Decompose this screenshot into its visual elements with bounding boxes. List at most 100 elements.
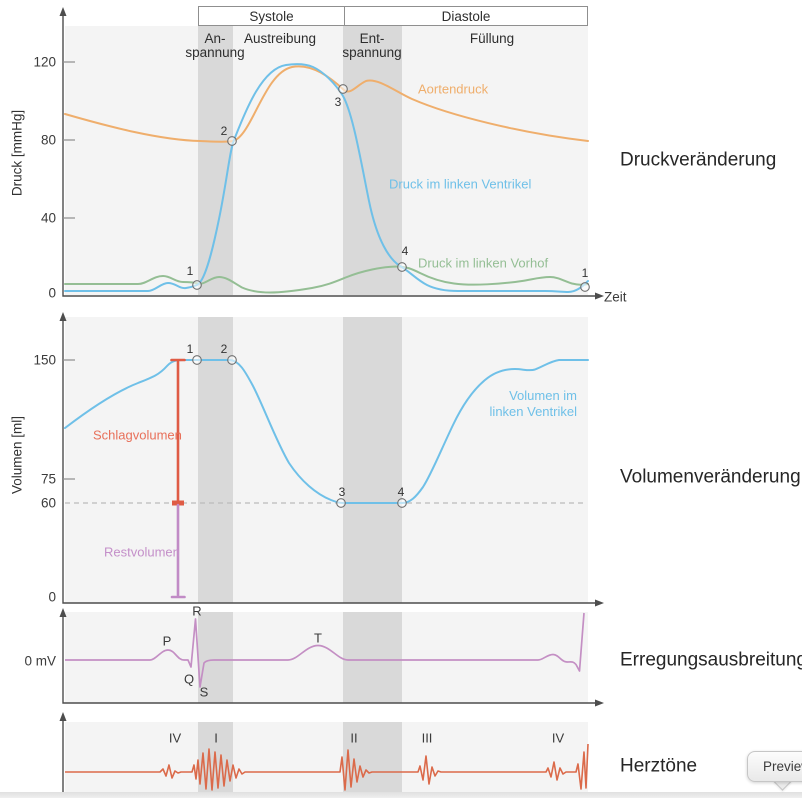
entspannung-band-ecg [343, 612, 402, 703]
tone-iv-label: IV [168, 730, 182, 746]
volume-marker-4: 4 [397, 485, 405, 499]
pressure-marker-2: 2 [220, 124, 228, 138]
ventricular-volume-curve-label: Volumen im linken Ventrikel [490, 388, 577, 420]
sounds-y-arrow [59, 712, 67, 721]
entspannung-band-pressure [343, 26, 402, 295]
volume-marker-3: 3 [338, 485, 346, 499]
volume-ytick-75: 75 [40, 471, 56, 487]
pressure-ytick-80: 80 [40, 132, 56, 148]
anspannung-band-pressure [198, 26, 233, 295]
pressure-marker-1: 1 [186, 264, 194, 278]
pressure-point-2-circle [227, 136, 237, 146]
phase-anspannung-line2: spannung [185, 45, 245, 60]
phase-entspannung: Ent- spannung [342, 32, 401, 60]
diastole-header-box: Diastole [344, 6, 588, 26]
pressure-point-1-circle [192, 280, 202, 290]
tone-iv2-label: IV [551, 730, 565, 746]
axes [62, 14, 596, 794]
volume-plot-background [65, 317, 588, 603]
y-tick-marks [63, 61, 75, 480]
volume-x-arrow [595, 599, 604, 607]
ecg-axes [62, 615, 596, 704]
axis-arrowheads [59, 7, 604, 721]
volume-curve-label-line2: linken Ventrikel [489, 404, 577, 419]
pressure-ytick-40: 40 [40, 210, 56, 226]
ecg-panel-title: Erregungsausbreitung [620, 649, 802, 671]
time-axis-label: Zeit [604, 289, 627, 305]
pressure-ytick-120: 120 [33, 54, 56, 70]
pressure-ytick-0: 0 [48, 285, 56, 301]
entspannung-band-volume [343, 317, 402, 603]
ventricular-pressure-curve [64, 63, 589, 294]
phase-bands [198, 26, 402, 792]
volume-ytick-150: 150 [33, 352, 56, 368]
sounds-plot-background [65, 722, 588, 792]
heart-sounds-curve [65, 743, 589, 791]
phase-entspannung-line2: spannung [342, 45, 402, 60]
tone-iii-label: III [421, 730, 433, 746]
stroke-volume-label: Schlagvolumen [93, 427, 182, 443]
ecg-q-wave-label: Q [183, 671, 195, 687]
volume-point-1-circle [192, 355, 202, 365]
aortic-pressure-curve [64, 65, 589, 143]
anspannung-band-volume [198, 317, 233, 603]
pressure-plot-background [65, 26, 588, 295]
tone-ii-label: II [350, 730, 358, 746]
ecg-t-wave-label: T [314, 630, 322, 646]
numbered-point-circles [192, 84, 590, 508]
atrial-pressure-curve [64, 265, 589, 294]
ecg-baseline-label: 0 mV [24, 653, 56, 669]
ecg-x-arrow [595, 699, 604, 707]
preview-button-label: Preview [763, 759, 802, 774]
volume-point-3-circle [336, 498, 346, 508]
volume-point-2-circle [227, 355, 237, 365]
preview-button[interactable]: Preview [747, 751, 802, 782]
volume-panel-title: Volumenveränderung [620, 466, 801, 488]
phase-entspannung-line1: Ent- [359, 31, 385, 46]
phase-austreibung-line1: Austreibung [243, 31, 317, 46]
pressure-axes [62, 14, 596, 297]
diastole-label: Diastole [441, 8, 491, 24]
ecg-plot-background [65, 612, 588, 703]
ecg-p-wave-label: P [162, 633, 172, 649]
volume-y-arrow [59, 312, 67, 321]
volume-point-4-circle [397, 498, 407, 508]
volume-ytick-60: 60 [40, 495, 56, 511]
stroke-volume-bar [170, 358, 186, 503]
volume-axes [62, 319, 596, 604]
pressure-y-axis-label: Druck [mmHg] [9, 109, 25, 197]
volume-ytick-0: 0 [48, 589, 56, 605]
atrial-pressure-curve-label: Druck im linken Vorhof [418, 255, 549, 271]
sounds-panel-title: Herztöne [620, 755, 698, 777]
pressure-point-4-circle [397, 262, 407, 272]
phase-anspannung: An- spannung [185, 32, 244, 60]
volume-curve-label-line1: Volumen im [509, 388, 577, 403]
rest-volume-bar [170, 503, 186, 599]
phase-fuellung: Füllung [470, 32, 514, 46]
phase-anspannung-line1: An- [204, 31, 226, 46]
pressure-point-3-circle [338, 84, 348, 94]
phase-fuellung-line1: Füllung [469, 31, 515, 46]
pressure-panel-title: Druckveränderung [620, 149, 777, 171]
bottom-edge-strip [0, 792, 802, 798]
systole-label: Systole [249, 8, 294, 24]
ventricular-pressure-curve-label: Druck im linken Ventrikel [389, 176, 532, 192]
pressure-marker-4: 4 [401, 244, 409, 258]
pressure-y-arrow [59, 7, 67, 16]
pressure-x-arrow [595, 292, 604, 300]
phase-austreibung: Austreibung [244, 32, 316, 46]
pressure-point-1b-circle [580, 282, 590, 292]
pressure-marker-3: 3 [334, 95, 342, 109]
ecg-y-arrow [59, 608, 67, 617]
volume-y-axis-label: Volumen [ml] [9, 415, 25, 495]
ventricular-volume-curve [64, 359, 589, 504]
tone-i-label: I [214, 730, 218, 746]
ecg-r-wave-label: R [192, 603, 202, 619]
pressure-marker-1b: 1 [581, 266, 589, 280]
ecg-curve [65, 612, 585, 688]
ecg-s-wave-label: S [199, 684, 209, 700]
volume-marker-1: 1 [186, 342, 194, 356]
anspannung-band-ecg [198, 612, 233, 703]
